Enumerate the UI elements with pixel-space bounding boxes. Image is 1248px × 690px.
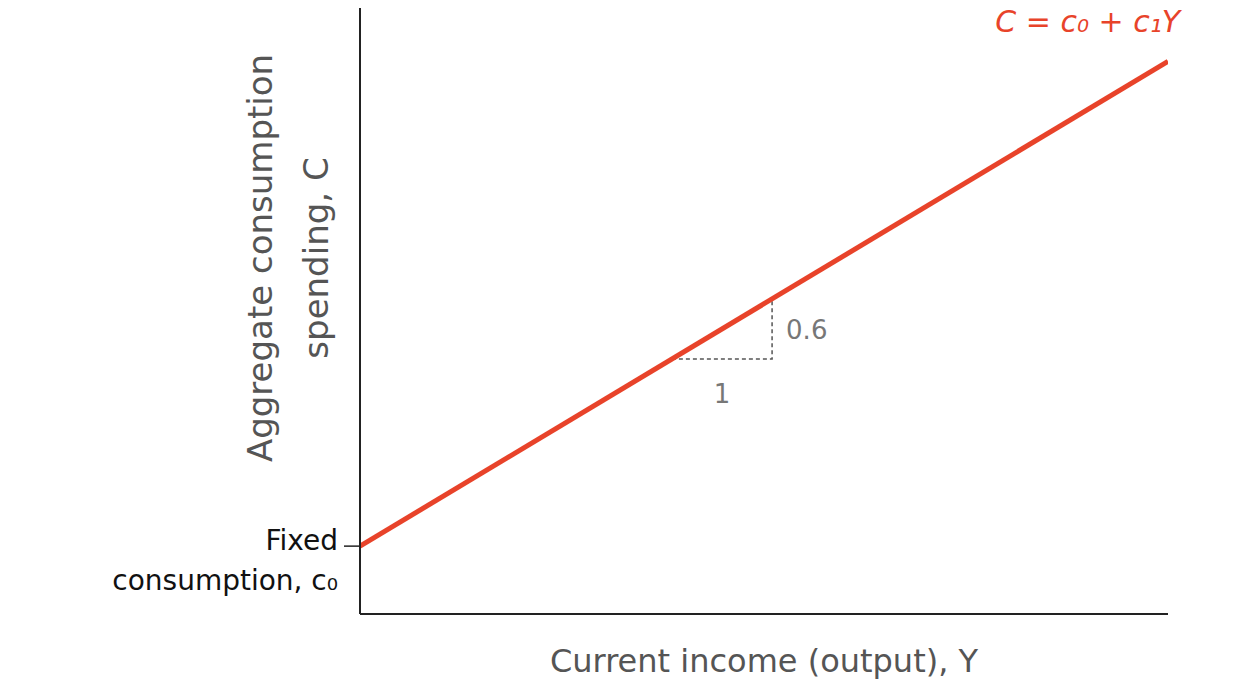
intercept-tick bbox=[344, 545, 360, 547]
line-label: C = c₀ + c₁Y bbox=[995, 4, 1182, 39]
y-axis-label: spending, C bbox=[296, 157, 336, 358]
y-axis-label: Aggregate consumption bbox=[240, 54, 280, 462]
intercept-label: Fixed bbox=[265, 524, 338, 557]
intercept-label: consumption, c₀ bbox=[112, 564, 338, 597]
x-axis-label: Current income (output), Y bbox=[550, 642, 979, 680]
x-axis bbox=[360, 613, 1168, 615]
chart-container: 0.6 1 Fixed consumption, c₀ C = c₀ + c₁Y Curr… bbox=[0, 0, 1248, 690]
plot-area bbox=[360, 61, 1168, 546]
y-axis bbox=[359, 8, 361, 614]
chart: 0.6 1 Fixed consumption, c₀ C = c₀ + c₁Y Curr… bbox=[0, 0, 1248, 690]
consumption-line bbox=[360, 61, 1168, 546]
slope-run-label: 1 bbox=[714, 379, 731, 409]
slope-rise-label: 0.6 bbox=[786, 315, 827, 345]
